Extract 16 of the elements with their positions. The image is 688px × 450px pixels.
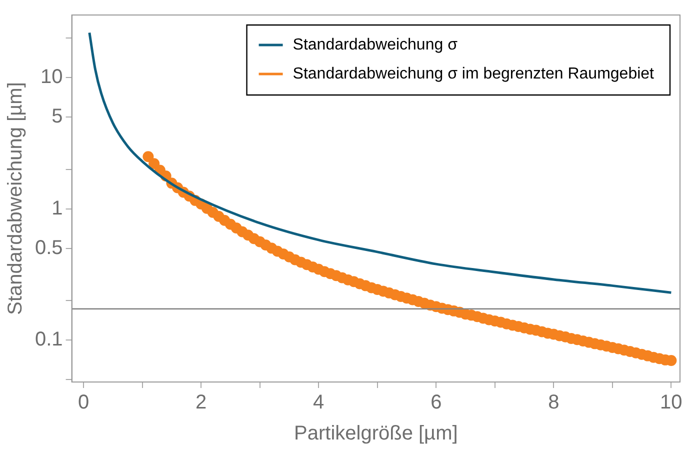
legend-label: Standardabweichung σ — [292, 36, 458, 54]
y-tick-label: 5 — [52, 106, 63, 128]
x-tick-label: 8 — [548, 392, 560, 414]
x-tick-label: 4 — [313, 392, 324, 414]
x-tick-label: 10 — [660, 392, 682, 414]
y-tick-label: 1 — [52, 197, 63, 220]
x-tick-label: 0 — [78, 392, 90, 414]
x-tick-label: 2 — [196, 392, 207, 414]
x-tick-label: 6 — [430, 392, 442, 414]
y-axis-title: Standardabweichung [µm] — [4, 82, 27, 315]
y-tick-label: 10 — [40, 66, 63, 88]
y-tick-label: 0.5 — [34, 236, 63, 259]
y-tick-label: 0.1 — [34, 328, 63, 351]
line-series — [88, 31, 672, 294]
legend-label: Standardabweichung σ im begrenzten Raumgebiet — [292, 65, 655, 82]
x-axis-title: Partikelgröße [µm] — [294, 422, 458, 445]
